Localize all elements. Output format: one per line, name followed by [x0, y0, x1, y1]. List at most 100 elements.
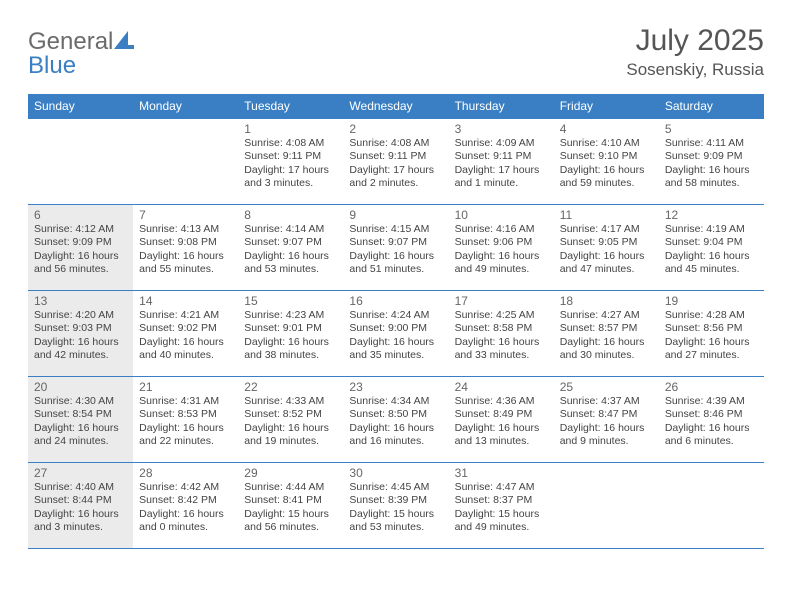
weekday-header: Monday — [133, 94, 238, 119]
sunrise-text: Sunrise: 4:09 AM — [455, 137, 548, 150]
sunrise-text: Sunrise: 4:45 AM — [349, 481, 442, 494]
calendar-day-cell: 7Sunrise: 4:13 AMSunset: 9:08 PMDaylight… — [133, 205, 238, 291]
sunrise-text: Sunrise: 4:21 AM — [139, 309, 232, 322]
weekday-header: Tuesday — [238, 94, 343, 119]
calendar-day-cell: 4Sunrise: 4:10 AMSunset: 9:10 PMDaylight… — [554, 119, 659, 205]
sunset-text: Sunset: 9:01 PM — [244, 322, 337, 335]
sunset-text: Sunset: 8:39 PM — [349, 494, 442, 507]
sunrise-text: Sunrise: 4:37 AM — [560, 395, 653, 408]
sunset-text: Sunset: 8:42 PM — [139, 494, 232, 507]
daylight-text: Daylight: 16 hours and 51 minutes. — [349, 250, 442, 277]
daylight-text: Daylight: 16 hours and 22 minutes. — [139, 422, 232, 449]
daylight-text: Daylight: 16 hours and 16 minutes. — [349, 422, 442, 449]
sunrise-text: Sunrise: 4:12 AM — [34, 223, 127, 236]
day-number: 31 — [455, 466, 548, 480]
calendar-week-row: 1Sunrise: 4:08 AMSunset: 9:11 PMDaylight… — [28, 119, 764, 205]
daylight-text: Daylight: 16 hours and 58 minutes. — [665, 164, 758, 191]
sunset-text: Sunset: 8:53 PM — [139, 408, 232, 421]
daylight-text: Daylight: 16 hours and 56 minutes. — [34, 250, 127, 277]
day-number: 9 — [349, 208, 442, 222]
sunset-text: Sunset: 8:49 PM — [455, 408, 548, 421]
calendar-day-cell: 19Sunrise: 4:28 AMSunset: 8:56 PMDayligh… — [659, 291, 764, 377]
day-number: 11 — [560, 208, 653, 222]
day-number: 18 — [560, 294, 653, 308]
sunset-text: Sunset: 9:10 PM — [560, 150, 653, 163]
daylight-text: Daylight: 16 hours and 42 minutes. — [34, 336, 127, 363]
day-sun-info: Sunrise: 4:34 AMSunset: 8:50 PMDaylight:… — [349, 395, 442, 449]
daylight-text: Daylight: 16 hours and 38 minutes. — [244, 336, 337, 363]
sunset-text: Sunset: 8:50 PM — [349, 408, 442, 421]
daylight-text: Daylight: 16 hours and 0 minutes. — [139, 508, 232, 535]
daylight-text: Daylight: 16 hours and 53 minutes. — [244, 250, 337, 277]
day-number: 27 — [34, 466, 127, 480]
sunset-text: Sunset: 8:44 PM — [34, 494, 127, 507]
day-number: 25 — [560, 380, 653, 394]
day-number: 24 — [455, 380, 548, 394]
day-sun-info: Sunrise: 4:44 AMSunset: 8:41 PMDaylight:… — [244, 481, 337, 535]
daylight-text: Daylight: 16 hours and 19 minutes. — [244, 422, 337, 449]
calendar-day-cell: 18Sunrise: 4:27 AMSunset: 8:57 PMDayligh… — [554, 291, 659, 377]
calendar-day-cell: 31Sunrise: 4:47 AMSunset: 8:37 PMDayligh… — [449, 463, 554, 549]
calendar-day-cell: 29Sunrise: 4:44 AMSunset: 8:41 PMDayligh… — [238, 463, 343, 549]
daylight-text: Daylight: 16 hours and 3 minutes. — [34, 508, 127, 535]
day-sun-info: Sunrise: 4:31 AMSunset: 8:53 PMDaylight:… — [139, 395, 232, 449]
sunrise-text: Sunrise: 4:30 AM — [34, 395, 127, 408]
day-sun-info: Sunrise: 4:24 AMSunset: 9:00 PMDaylight:… — [349, 309, 442, 363]
day-sun-info: Sunrise: 4:25 AMSunset: 8:58 PMDaylight:… — [455, 309, 548, 363]
calendar-day-cell: 21Sunrise: 4:31 AMSunset: 8:53 PMDayligh… — [133, 377, 238, 463]
weekday-header: Wednesday — [343, 94, 448, 119]
daylight-text: Daylight: 16 hours and 13 minutes. — [455, 422, 548, 449]
sunrise-text: Sunrise: 4:36 AM — [455, 395, 548, 408]
calendar-day-cell: 8Sunrise: 4:14 AMSunset: 9:07 PMDaylight… — [238, 205, 343, 291]
sunrise-text: Sunrise: 4:15 AM — [349, 223, 442, 236]
day-number: 22 — [244, 380, 337, 394]
sunset-text: Sunset: 9:07 PM — [349, 236, 442, 249]
sunrise-text: Sunrise: 4:20 AM — [34, 309, 127, 322]
calendar-day-cell: 12Sunrise: 4:19 AMSunset: 9:04 PMDayligh… — [659, 205, 764, 291]
calendar-day-cell: 10Sunrise: 4:16 AMSunset: 9:06 PMDayligh… — [449, 205, 554, 291]
day-number: 7 — [139, 208, 232, 222]
calendar-day-cell: 3Sunrise: 4:09 AMSunset: 9:11 PMDaylight… — [449, 119, 554, 205]
day-number: 2 — [349, 122, 442, 136]
sunrise-text: Sunrise: 4:19 AM — [665, 223, 758, 236]
daylight-text: Daylight: 17 hours and 2 minutes. — [349, 164, 442, 191]
day-sun-info: Sunrise: 4:09 AMSunset: 9:11 PMDaylight:… — [455, 137, 548, 191]
day-number: 5 — [665, 122, 758, 136]
logo-word1: General — [28, 28, 113, 55]
day-number: 23 — [349, 380, 442, 394]
day-sun-info: Sunrise: 4:13 AMSunset: 9:08 PMDaylight:… — [139, 223, 232, 277]
calendar-week-row: 13Sunrise: 4:20 AMSunset: 9:03 PMDayligh… — [28, 291, 764, 377]
day-sun-info: Sunrise: 4:15 AMSunset: 9:07 PMDaylight:… — [349, 223, 442, 277]
sunset-text: Sunset: 9:00 PM — [349, 322, 442, 335]
day-sun-info: Sunrise: 4:08 AMSunset: 9:11 PMDaylight:… — [349, 137, 442, 191]
day-number: 6 — [34, 208, 127, 222]
sunset-text: Sunset: 8:57 PM — [560, 322, 653, 335]
day-sun-info: Sunrise: 4:19 AMSunset: 9:04 PMDaylight:… — [665, 223, 758, 277]
sunset-text: Sunset: 8:54 PM — [34, 408, 127, 421]
day-sun-info: Sunrise: 4:42 AMSunset: 8:42 PMDaylight:… — [139, 481, 232, 535]
sunrise-text: Sunrise: 4:31 AM — [139, 395, 232, 408]
weekday-header: Saturday — [659, 94, 764, 119]
sunset-text: Sunset: 8:37 PM — [455, 494, 548, 507]
sunset-text: Sunset: 8:56 PM — [665, 322, 758, 335]
day-sun-info: Sunrise: 4:12 AMSunset: 9:09 PMDaylight:… — [34, 223, 127, 277]
calendar-day-cell: 13Sunrise: 4:20 AMSunset: 9:03 PMDayligh… — [28, 291, 133, 377]
day-number: 12 — [665, 208, 758, 222]
sunrise-text: Sunrise: 4:23 AM — [244, 309, 337, 322]
day-number: 19 — [665, 294, 758, 308]
day-number: 3 — [455, 122, 548, 136]
day-sun-info: Sunrise: 4:23 AMSunset: 9:01 PMDaylight:… — [244, 309, 337, 363]
weekday-header: Thursday — [449, 94, 554, 119]
logo-word2: Blue — [28, 52, 76, 79]
calendar-day-cell: 26Sunrise: 4:39 AMSunset: 8:46 PMDayligh… — [659, 377, 764, 463]
sunset-text: Sunset: 9:09 PM — [34, 236, 127, 249]
sunset-text: Sunset: 9:09 PM — [665, 150, 758, 163]
daylight-text: Daylight: 15 hours and 49 minutes. — [455, 508, 548, 535]
sunset-text: Sunset: 8:47 PM — [560, 408, 653, 421]
day-sun-info: Sunrise: 4:17 AMSunset: 9:05 PMDaylight:… — [560, 223, 653, 277]
day-sun-info: Sunrise: 4:45 AMSunset: 8:39 PMDaylight:… — [349, 481, 442, 535]
sunset-text: Sunset: 8:46 PM — [665, 408, 758, 421]
day-number: 20 — [34, 380, 127, 394]
calendar-day-cell: 28Sunrise: 4:42 AMSunset: 8:42 PMDayligh… — [133, 463, 238, 549]
sunrise-text: Sunrise: 4:44 AM — [244, 481, 337, 494]
